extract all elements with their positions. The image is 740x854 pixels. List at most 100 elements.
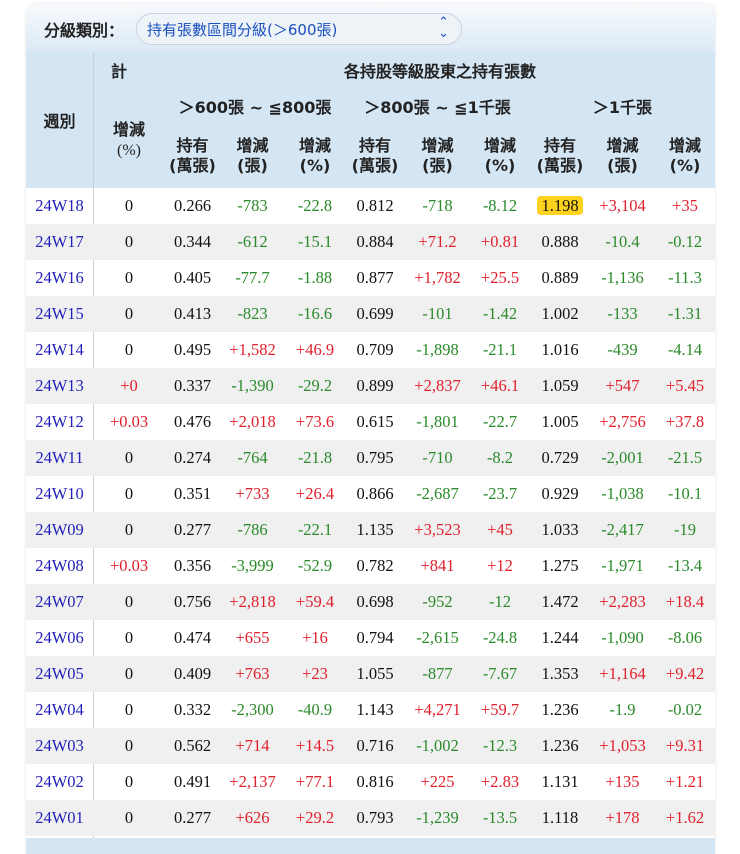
table-cell: -16.6 [297,304,333,323]
table-cell: 0.716 [356,736,394,755]
table-cell: 0.356 [173,556,212,575]
table-row: 24W01 0 0.277 +626 +29.2 0.793 -1,239 -13.5 1.11… [26,800,715,836]
table-cell: -2,687 [416,484,459,503]
table-cell: -2,001 [601,448,644,467]
week-link[interactable]: 24W15 [35,304,84,323]
table-cell: -12 [489,592,511,611]
week-link[interactable]: 24W10 [35,484,84,503]
week-link[interactable]: 24W04 [35,700,84,719]
table-cell: -4.14 [667,340,703,359]
table-cell: -1,390 [231,376,274,395]
table-cell: +1.21 [665,772,705,791]
table-cell: 0.709 [356,340,394,359]
week-link[interactable]: 24W16 [35,268,84,287]
table-cell: -77.7 [235,268,270,287]
table-cell: -22.1 [297,520,333,539]
table-cell: 1.055 [356,664,394,683]
table-row: 24W18 0 0.266 -783 -22.8 0.812 -718 -8.12 1.198 +… [26,188,715,224]
table-cell: +0.03 [109,556,149,575]
table-cell: +26.4 [295,484,335,503]
week-link[interactable]: 24W07 [35,592,84,611]
table-cell: 0 [124,520,134,539]
table-cell: -23.7 [482,484,518,503]
table-cell: -823 [237,304,268,323]
table-cell: -2,615 [416,628,459,647]
table-cell: +1,164 [599,664,646,683]
table-cell: 0 [124,772,134,791]
table-cell: +0.03 [109,412,149,431]
table-cell: +655 [235,628,270,647]
table-cell: +841 [420,556,455,575]
week-link[interactable]: 24W02 [35,772,84,791]
table-cell: +1.62 [665,808,705,827]
table-cell: +2,283 [599,592,646,611]
table-cell: -8.12 [482,196,518,215]
table-cell: -2,417 [601,520,644,539]
table-cell: -10.4 [605,232,640,251]
table-cell: 0 [124,196,134,215]
week-link[interactable]: 24W11 [35,448,84,467]
table-cell: 0.332 [173,700,212,719]
table-row: 24W02 0 0.491 +2,137 +77.1 0.816 +225 +2.83 1.13… [26,764,715,800]
table-cell: +1,582 [229,340,276,359]
category-select[interactable]: 持有張數區間分級(＞600張) ⌃ ⌄ [136,13,462,45]
week-link[interactable]: 24W03 [35,736,84,755]
table-cell: +59.7 [480,700,520,719]
week-link[interactable]: 24W14 [35,340,84,359]
table-cell: +46.1 [480,376,520,395]
table-cell: 0.793 [356,808,394,827]
table-cell: -13.4 [667,556,703,575]
table-cell: -1.9 [609,700,636,719]
week-link[interactable]: 24W12 [35,412,84,431]
table-cell: 1.244 [541,628,579,647]
table-cell: +178 [605,808,640,827]
table-cell: -101 [422,304,453,323]
week-link[interactable]: 24W17 [35,232,84,251]
table-cell: -1,038 [601,484,644,503]
table-cell: -11.3 [668,268,702,287]
table-cell: 0.277 [173,808,212,827]
table-cell: +225 [420,772,455,791]
week-link[interactable]: 24W18 [35,196,84,215]
table-cell: -764 [237,448,268,467]
table-cell: 0.816 [356,772,394,791]
week-link[interactable]: 24W13 [35,376,84,395]
table-row: 24W11 0 0.274 -764 -21.8 0.795 -710 -8.2 0.729 -2… [26,440,715,476]
table-cell: -1,002 [416,736,459,755]
table-cell: -786 [237,520,268,539]
week-link[interactable]: 24W06 [35,628,84,647]
header-group-title: 各持股等級股東之持有張數 [343,62,536,81]
table-cell: 0.266 [173,196,212,215]
week-link[interactable]: 24W08 [35,556,84,575]
table-cell: +714 [235,736,270,755]
table-cell: -21.5 [667,448,703,467]
table-cell: -1.31 [667,304,703,323]
table-cell: +0 [120,376,138,395]
table-cell: +5.45 [665,376,705,395]
table-cell: 1.118 [541,808,579,827]
table-cell: 0.344 [173,232,212,251]
table-cell: +9.42 [665,664,705,683]
table-cell: -12.3 [482,736,518,755]
table-cell: +2,818 [229,592,276,611]
table-cell: 1.236 [541,736,579,755]
table-row: 24W07 0 0.756 +2,818 +59.4 0.698 -952 -12 1.472 +… [26,584,715,620]
table-cell: 0.794 [356,628,394,647]
table-cell: 0 [124,268,134,287]
table-cell: -439 [607,340,638,359]
week-link[interactable]: 24W01 [35,808,84,827]
table-cell: -1,090 [601,628,644,647]
table-row: 24W16 0 0.405 -77.7 -1.88 0.877 +1,782 +25.5 0.8… [26,260,715,296]
table-cell: -1,239 [416,808,459,827]
table-cell: -1,801 [416,412,459,431]
week-link[interactable]: 24W09 [35,520,84,539]
week-link[interactable]: 24W05 [35,664,84,683]
table-cell: 0.409 [173,664,212,683]
header-group-2: ＞1千張 [592,98,653,117]
table-cell: +3,104 [599,196,646,215]
table-cell: 0.812 [356,196,394,215]
table-cell: 0.562 [173,736,212,755]
table-cell: +2,837 [414,376,461,395]
table-cell: -1.42 [482,304,518,323]
table-cell: +71.2 [418,232,457,251]
